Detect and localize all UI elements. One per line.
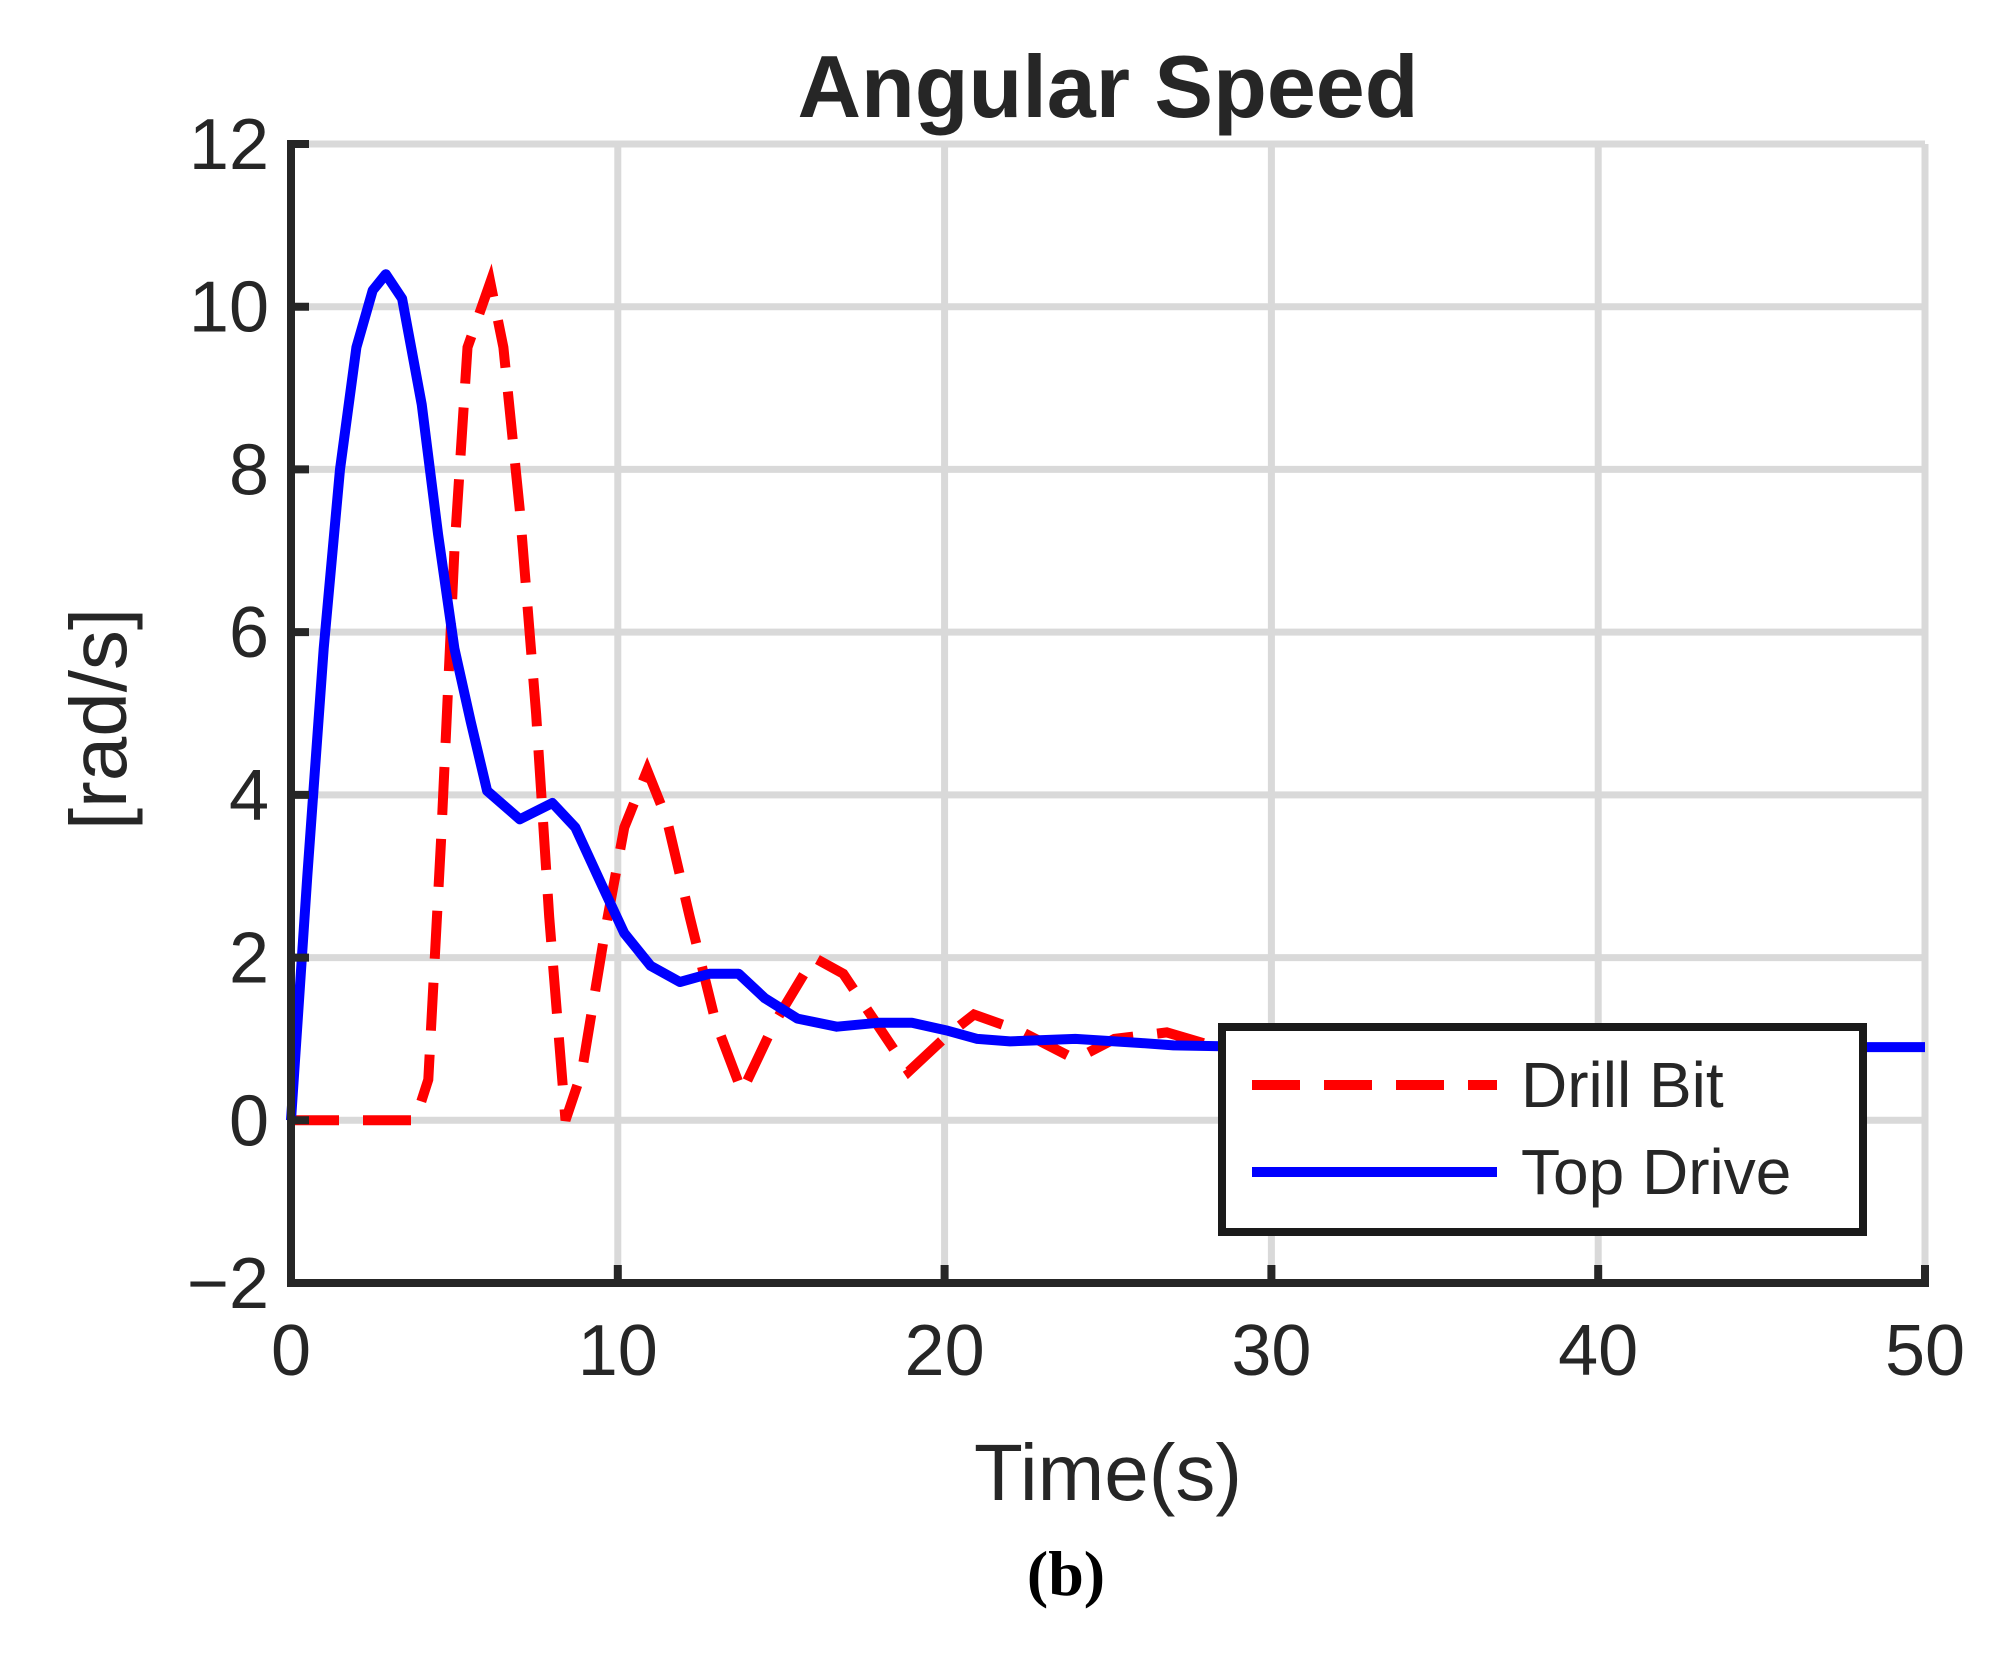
legend-box xyxy=(1218,1023,1867,1236)
legend-label-top-drive: Top Drive xyxy=(1521,1136,1791,1208)
y-axis-label: [rad/s] xyxy=(54,608,143,830)
y-tick-label-2: 2 xyxy=(229,919,269,999)
y-tick-label-0: −2 xyxy=(187,1244,269,1324)
y-tick-label-3: 4 xyxy=(229,756,269,836)
y-tick-label-7: 12 xyxy=(189,105,269,185)
x-tick-label-3: 30 xyxy=(1231,1311,1311,1391)
y-tick-label-5: 8 xyxy=(229,430,269,510)
chart-title: Angular Speed xyxy=(798,37,1419,136)
x-tick-label-4: 40 xyxy=(1558,1311,1638,1391)
legend: Drill Bit Top Drive xyxy=(1218,1023,1867,1236)
axes xyxy=(287,140,1929,1287)
x-tick-label-2: 20 xyxy=(905,1311,985,1391)
y-tick-label-6: 10 xyxy=(189,268,269,348)
x-tick-label-1: 10 xyxy=(578,1311,658,1391)
y-tick-label-4: 6 xyxy=(229,593,269,673)
series-layer xyxy=(286,263,1925,1126)
x-tick-label-0: 0 xyxy=(271,1311,311,1391)
x-axis-label: Time(s) xyxy=(974,1428,1242,1517)
grid-lines xyxy=(287,140,1929,1287)
x-tick-label-5: 50 xyxy=(1885,1311,1965,1391)
y-tick-label-1: 0 xyxy=(229,1081,269,1161)
legend-label-drill-bit: Drill Bit xyxy=(1521,1049,1724,1121)
series-line-top-drive xyxy=(286,269,1925,1121)
figure-caption: (b) xyxy=(1027,1538,1105,1609)
